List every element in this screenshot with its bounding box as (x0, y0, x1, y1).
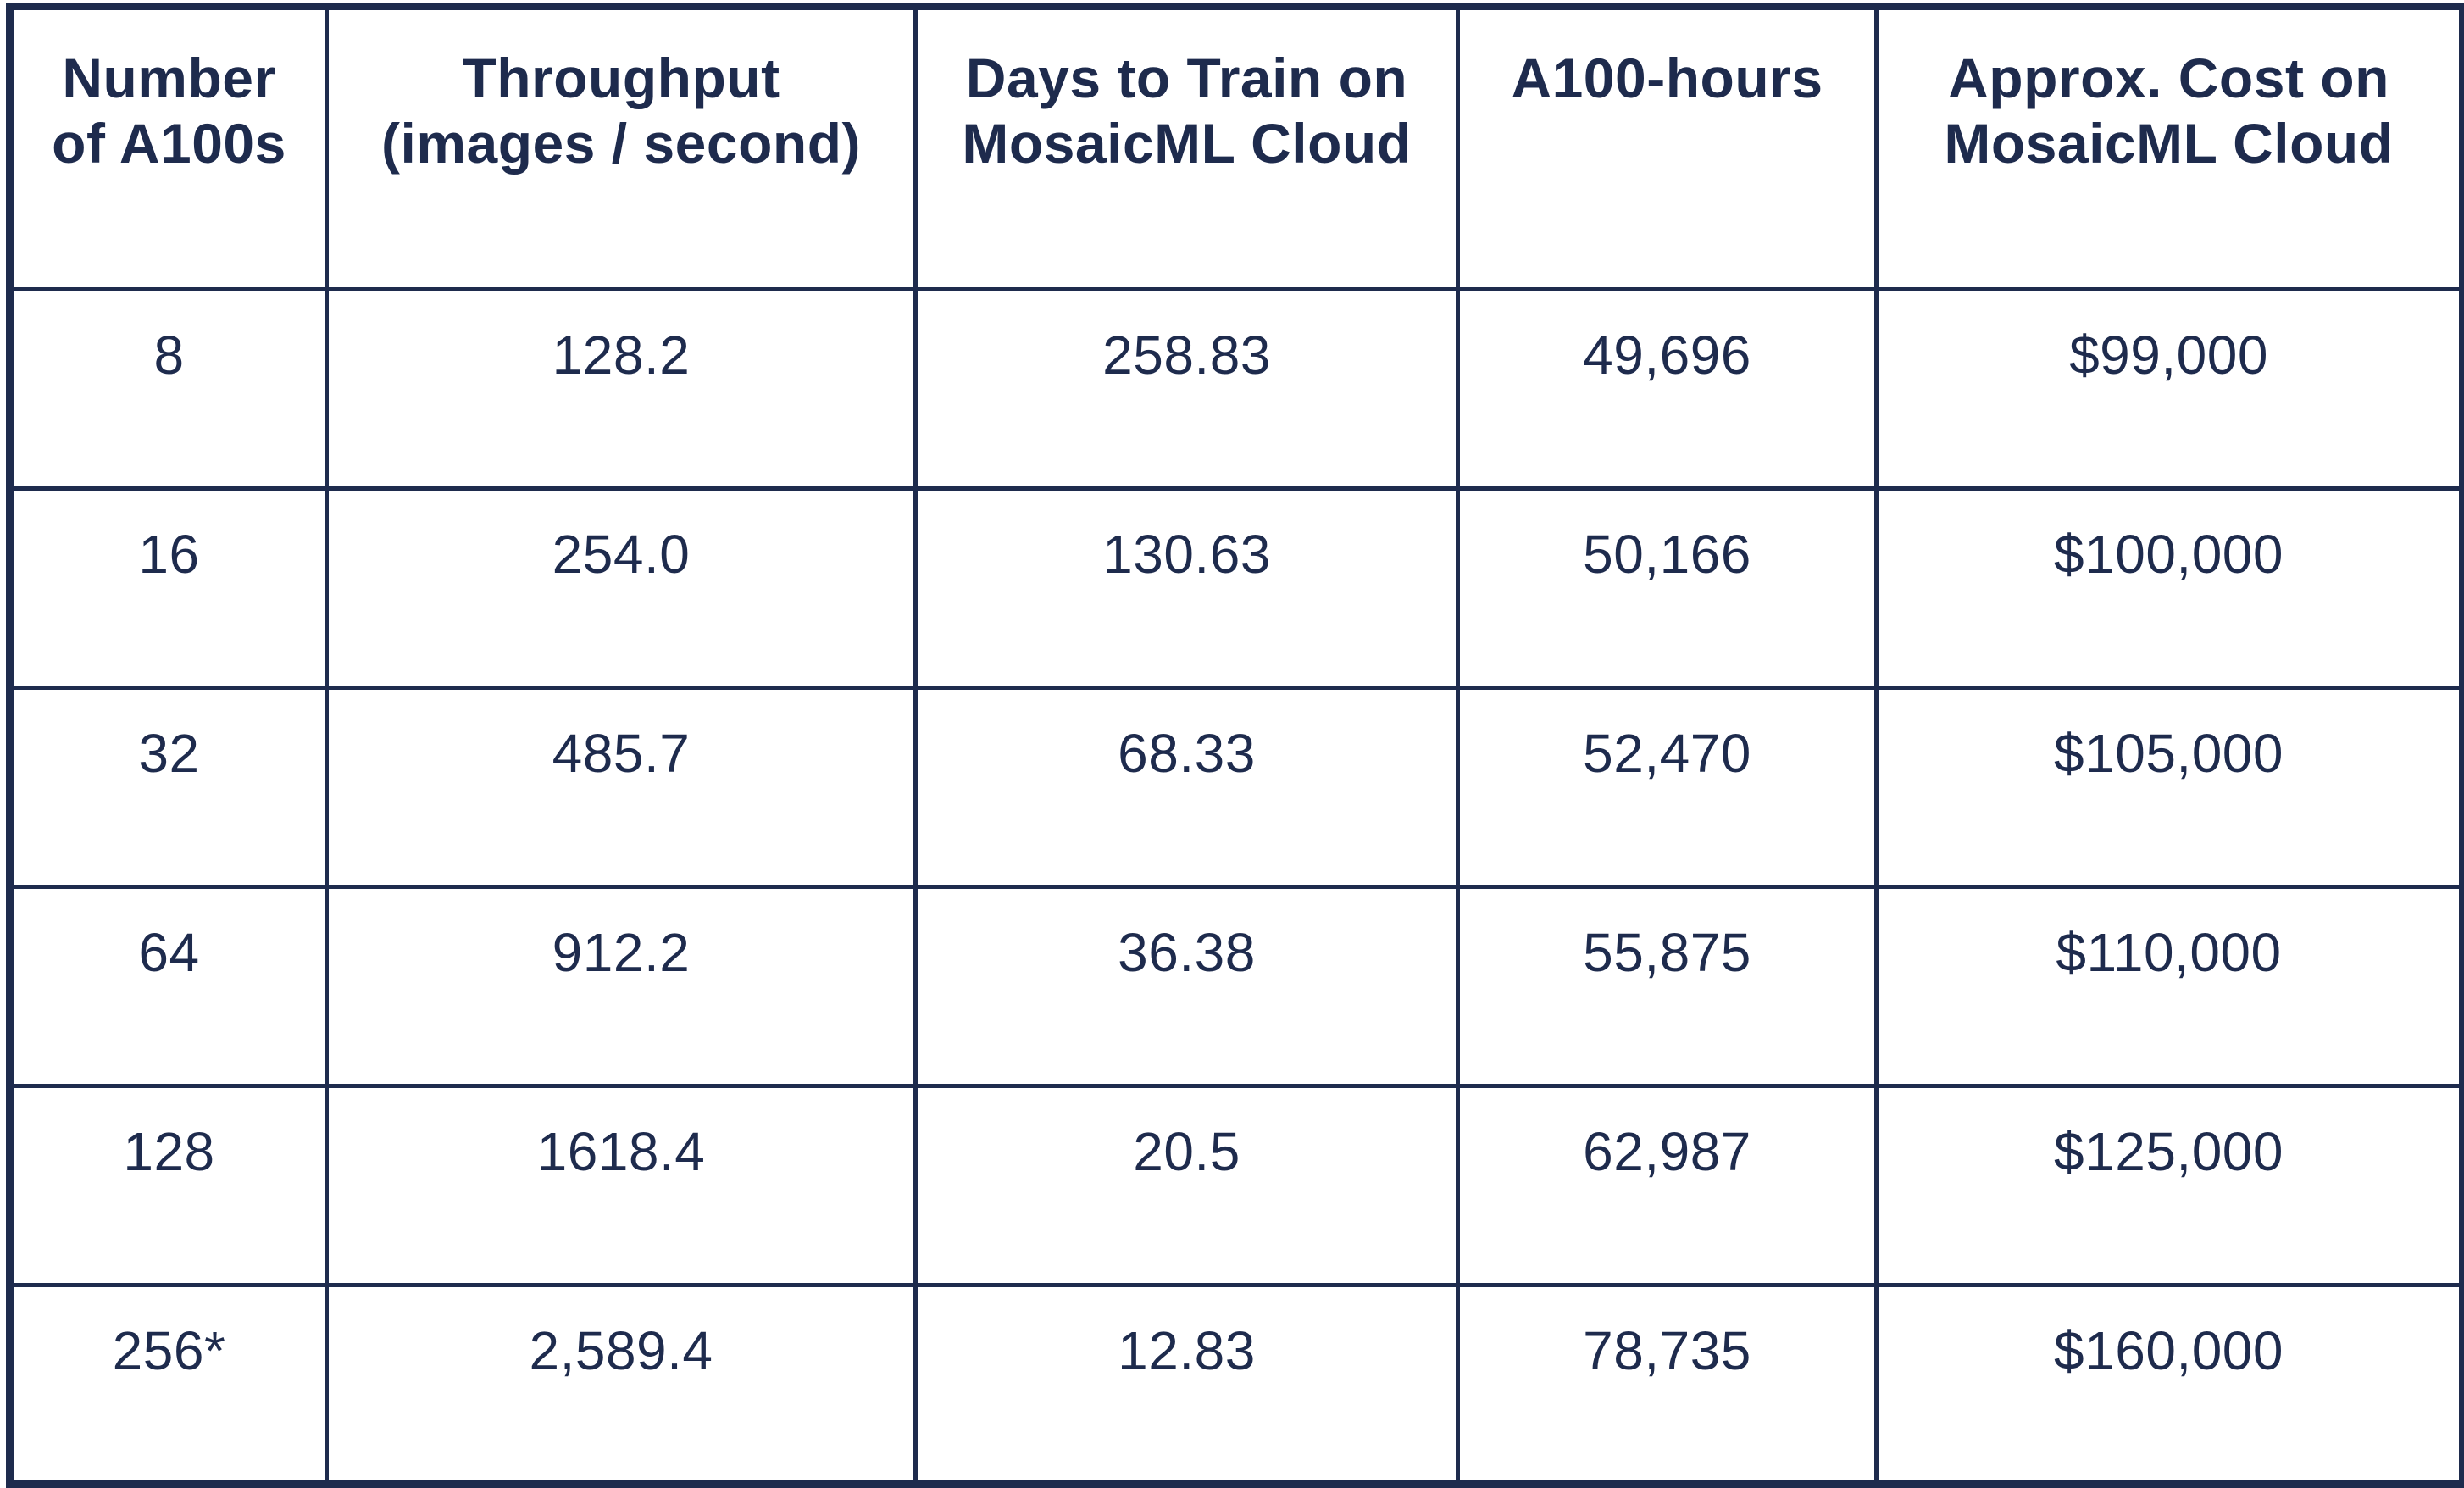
table-cell: 485.7 (325, 686, 918, 889)
table-cell: 128 (8, 1084, 329, 1287)
table-cell: 258.83 (913, 287, 1460, 491)
table-cell: 64 (8, 885, 329, 1088)
table-cell: 50,166 (1456, 486, 1879, 690)
table-cell: $100,000 (1874, 486, 2464, 690)
table-cell: 128.2 (325, 287, 918, 491)
table-cell: $160,000 (1874, 1283, 2464, 1486)
table-cell: 78,735 (1456, 1283, 1879, 1486)
a100-training-cost-table: Number of A100s Throughput (images / sec… (6, 3, 2464, 1488)
table-cell: 62,987 (1456, 1084, 1879, 1287)
table-row: 32 485.7 68.33 52,470 $105,000 (8, 686, 2464, 889)
table-cell: 912.2 (325, 885, 918, 1088)
table-cell: 256* (8, 1283, 329, 1486)
table-cell: $105,000 (1874, 686, 2464, 889)
table-cell: 52,470 (1456, 686, 1879, 889)
column-header-number-of-a100s: Number of A100s (8, 4, 329, 291)
table-cell: $125,000 (1874, 1084, 2464, 1287)
table-cell: 1618.4 (325, 1084, 918, 1287)
column-header-approx-cost: Approx. Cost on MosaicML Cloud (1874, 4, 2464, 291)
table-cell: 32 (8, 686, 329, 889)
table-cell: 36.38 (913, 885, 1460, 1088)
table-cell: 2,589.4 (325, 1283, 918, 1486)
table-cell: 16 (8, 486, 329, 690)
column-header-days-to-train: Days to Train on MosaicML Cloud (913, 4, 1460, 291)
table-row: 8 128.2 258.83 49,696 $99,000 (8, 287, 2464, 491)
table-cell: 68.33 (913, 686, 1460, 889)
table-row: 64 912.2 36.38 55,875 $110,000 (8, 885, 2464, 1088)
table-cell: 55,875 (1456, 885, 1879, 1088)
table-row: 128 1618.4 20.5 62,987 $125,000 (8, 1084, 2464, 1287)
table-cell: 130.63 (913, 486, 1460, 690)
table-row: 16 254.0 130.63 50,166 $100,000 (8, 486, 2464, 690)
table-cell: 49,696 (1456, 287, 1879, 491)
table-cell: $110,000 (1874, 885, 2464, 1088)
table-cell: 8 (8, 287, 329, 491)
table-cell: 20.5 (913, 1084, 1460, 1287)
table-cell: 12.83 (913, 1283, 1460, 1486)
column-header-a100-hours: A100-hours (1456, 4, 1879, 291)
header-row: Number of A100s Throughput (images / sec… (8, 4, 2464, 291)
column-header-throughput: Throughput (images / second) (325, 4, 918, 291)
table-cell: 254.0 (325, 486, 918, 690)
table-row: 256* 2,589.4 12.83 78,735 $160,000 (8, 1283, 2464, 1486)
table-container: Number of A100s Throughput (images / sec… (6, 3, 2464, 1488)
table-cell: $99,000 (1874, 287, 2464, 491)
